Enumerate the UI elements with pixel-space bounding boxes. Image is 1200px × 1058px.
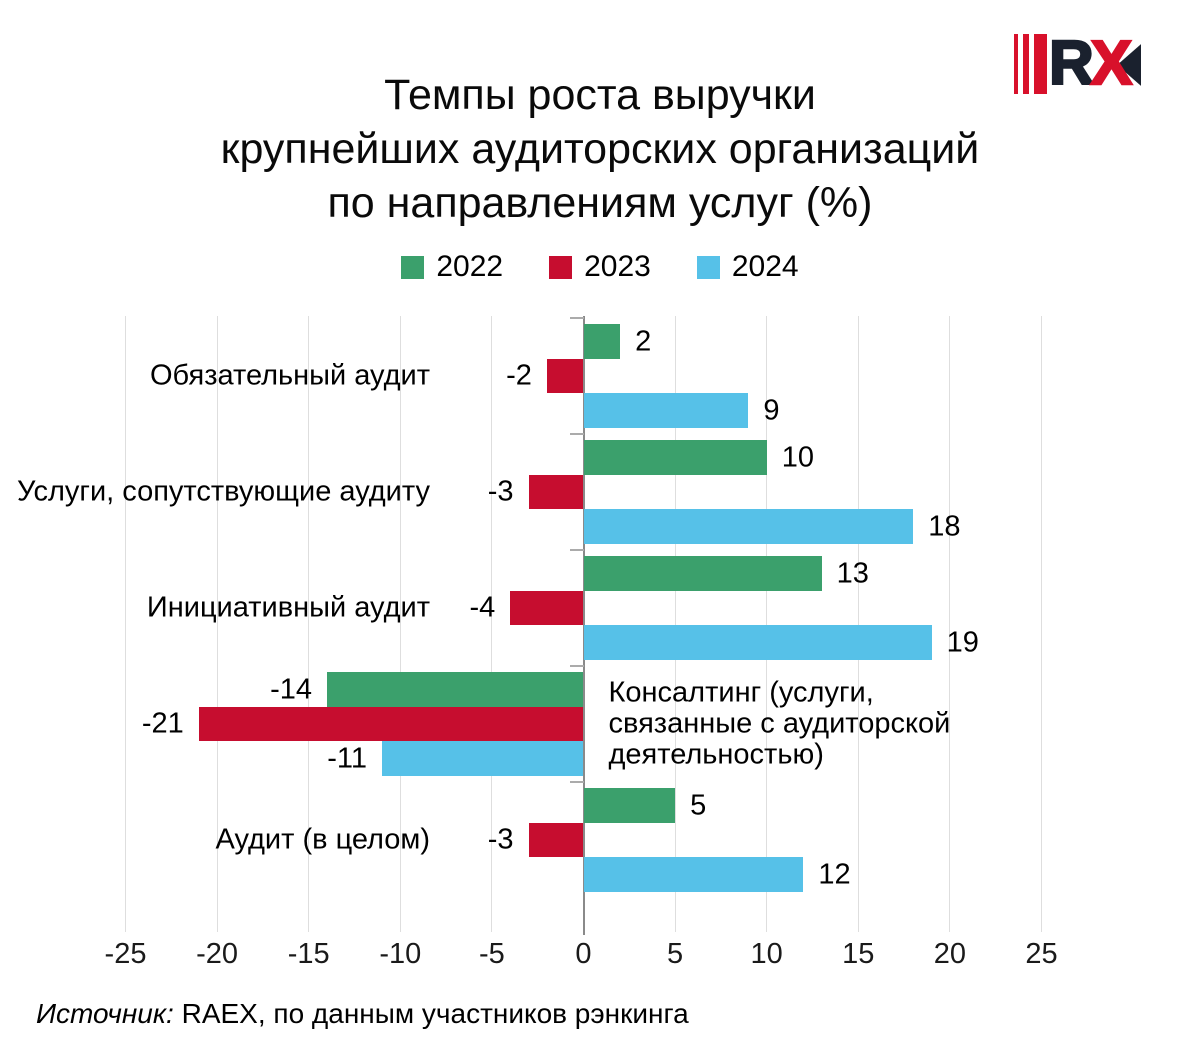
- category-label: Аудит (в целом): [215, 823, 430, 856]
- category-axis-tick: [569, 317, 584, 319]
- source-text: RAEX, по данным участников рэнкинга: [173, 998, 689, 1029]
- raex-logo: R X: [1014, 29, 1142, 98]
- category-axis-tick: [569, 781, 584, 783]
- bar-value-label: 12: [818, 858, 851, 890]
- logo-letters: R X: [1048, 29, 1142, 98]
- x-axis-tick-label: 5: [667, 938, 684, 970]
- category-axis-tick: [569, 433, 584, 435]
- x-axis-tick-label: 10: [750, 938, 783, 970]
- chart-title: Темпы роста выручки крупнейших аудиторск…: [220, 71, 980, 227]
- bar-value-label: 19: [946, 626, 979, 658]
- bar-2023: [546, 358, 584, 394]
- bar-2022: [583, 788, 676, 823]
- bar-2023: [528, 822, 584, 858]
- gridline: [766, 316, 768, 932]
- gridline: [674, 316, 676, 932]
- bar-2024: [583, 393, 749, 428]
- chart-legend: 2022 2023 2024: [0, 249, 1200, 285]
- logo-letter-r: R: [1048, 29, 1095, 98]
- legend-item-2024: 2024: [696, 250, 799, 284]
- legend-label: 2023: [584, 250, 651, 283]
- category-label: Обязательный аудит: [149, 359, 430, 392]
- bar-value-label: 2: [635, 325, 652, 357]
- gridline: [1041, 316, 1042, 932]
- logo-stripe-icon: [1034, 34, 1047, 94]
- x-axis-tick-label: -20: [196, 938, 239, 970]
- x-axis-tick-label: 0: [575, 938, 592, 970]
- bar-2023: [198, 706, 584, 742]
- category-label: Консалтинг (услуги, связанные с аудиторс…: [608, 676, 951, 771]
- bar-value-label: -14: [270, 673, 313, 705]
- bar-value-label: 18: [928, 510, 961, 542]
- bar-value-label: -3: [487, 823, 514, 856]
- legend-label: 2022: [436, 250, 504, 283]
- bar-2022: [327, 672, 584, 707]
- logo-letter-x: X: [1090, 29, 1134, 98]
- legend-swatch-icon: [696, 255, 720, 279]
- x-axis-tick-label: 15: [842, 938, 875, 970]
- x-axis-tick-label: 20: [933, 938, 967, 970]
- category-axis-tick: [569, 665, 584, 667]
- gridline: [949, 316, 951, 932]
- logo-stripe-icon: [1023, 34, 1029, 94]
- source-label: Источник:: [36, 998, 174, 1029]
- legend-swatch-icon: [401, 255, 425, 279]
- gridline: [216, 316, 218, 932]
- legend-item-2022: 2022: [401, 250, 503, 284]
- x-axis-tick-label: -15: [287, 938, 330, 970]
- category-label: Инициативный аудит: [146, 591, 430, 624]
- bar-value-label: 9: [763, 394, 780, 426]
- bar-2024: [381, 741, 584, 776]
- category-label: Услуги, сопутствующие аудиту: [16, 475, 430, 508]
- bar-2023: [528, 474, 584, 510]
- bar-value-label: -11: [327, 742, 367, 774]
- gridline: [399, 316, 401, 932]
- bar-value-label: -21: [141, 707, 184, 740]
- x-axis-tick-label: 25: [1025, 938, 1058, 970]
- bar-2022: [583, 440, 767, 475]
- bar-value-label: 10: [781, 441, 814, 473]
- x-axis-tick-label: -25: [104, 938, 147, 970]
- bar-2023: [510, 590, 584, 626]
- logo-stripe-icon: [1014, 34, 1018, 94]
- bar-value-label: 13: [836, 557, 869, 589]
- gridline: [491, 316, 493, 932]
- source-note: Источник: RAEX, по данным участников рэн…: [36, 998, 689, 1030]
- gridline: [308, 316, 310, 932]
- bar-2024: [583, 625, 932, 660]
- gridline: [125, 316, 126, 932]
- bar-2024: [583, 857, 804, 892]
- legend-item-2023: 2023: [549, 250, 651, 284]
- bar-value-label: -2: [506, 359, 532, 392]
- x-axis-tick-label: -5: [478, 938, 505, 970]
- bar-value-label: -3: [487, 475, 514, 508]
- bar-2022: [583, 324, 621, 359]
- legend-swatch-icon: [549, 255, 573, 279]
- category-axis-tick: [569, 549, 584, 551]
- bar-value-label: -4: [469, 591, 496, 624]
- gridline: [857, 316, 859, 932]
- legend-label: 2024: [731, 250, 799, 283]
- bar-2024: [583, 509, 914, 544]
- x-axis-tick-label: -10: [379, 938, 422, 970]
- bar-value-label: 5: [690, 789, 707, 821]
- bar-2022: [583, 556, 822, 591]
